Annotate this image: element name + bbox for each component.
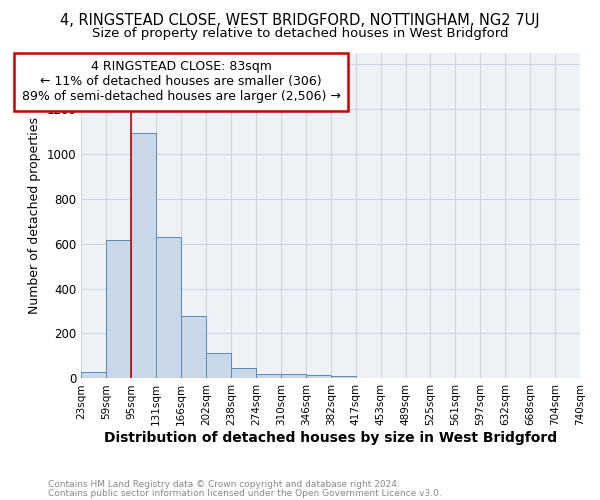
Bar	[156, 237, 181, 378]
Bar	[131, 134, 156, 378]
Text: Contains HM Land Registry data © Crown copyright and database right 2024.: Contains HM Land Registry data © Crown c…	[48, 480, 400, 489]
Bar	[306, 375, 331, 378]
Bar	[82, 372, 106, 378]
Text: Size of property relative to detached houses in West Bridgford: Size of property relative to detached ho…	[92, 28, 508, 40]
Y-axis label: Number of detached properties: Number of detached properties	[28, 117, 41, 314]
Text: 4, RINGSTEAD CLOSE, WEST BRIDGFORD, NOTTINGHAM, NG2 7UJ: 4, RINGSTEAD CLOSE, WEST BRIDGFORD, NOTT…	[60, 12, 540, 28]
Bar	[181, 316, 206, 378]
Bar	[331, 376, 356, 378]
Text: Contains public sector information licensed under the Open Government Licence v3: Contains public sector information licen…	[48, 488, 442, 498]
Bar	[106, 240, 131, 378]
X-axis label: Distribution of detached houses by size in West Bridgford: Distribution of detached houses by size …	[104, 431, 557, 445]
Bar	[206, 352, 231, 378]
Text: 4 RINGSTEAD CLOSE: 83sqm
← 11% of detached houses are smaller (306)
89% of semi-: 4 RINGSTEAD CLOSE: 83sqm ← 11% of detach…	[22, 60, 341, 103]
Bar	[231, 368, 256, 378]
Bar	[281, 374, 306, 378]
Bar	[256, 374, 281, 378]
